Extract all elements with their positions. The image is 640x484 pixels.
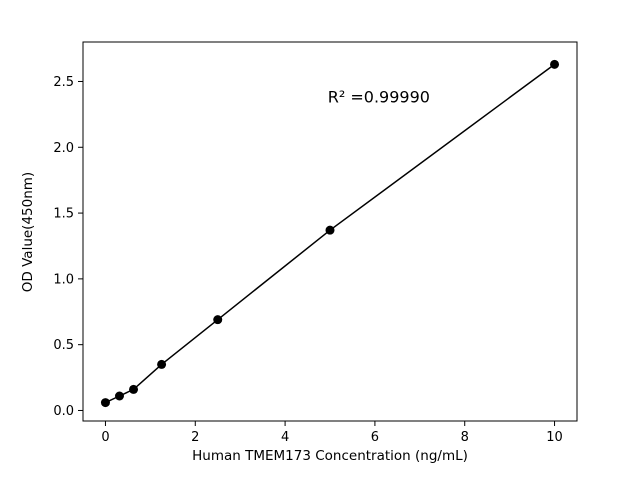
- x-axis-label: Human TMEM173 Concentration (ng/mL): [192, 448, 468, 464]
- svg-text:4: 4: [281, 430, 289, 445]
- svg-text:10: 10: [546, 430, 563, 445]
- r-squared-annotation: R² =0.99990: [328, 88, 430, 107]
- plot-area: 0 2 4 6 8 10 0.0 0.5 1.0 1.5 2.0 2.5: [53, 41, 578, 445]
- svg-text:0: 0: [101, 430, 109, 445]
- svg-text:8: 8: [461, 430, 469, 445]
- svg-text:1.0: 1.0: [53, 272, 74, 287]
- svg-text:0.0: 0.0: [53, 404, 74, 419]
- svg-text:2.0: 2.0: [53, 141, 74, 156]
- svg-text:0.5: 0.5: [53, 338, 74, 353]
- y-axis-label: OD Value(450nm): [20, 172, 36, 292]
- svg-text:1.5: 1.5: [53, 207, 74, 222]
- svg-text:6: 6: [371, 430, 379, 445]
- svg-text:2: 2: [191, 430, 199, 445]
- svg-text:2.5: 2.5: [53, 75, 74, 90]
